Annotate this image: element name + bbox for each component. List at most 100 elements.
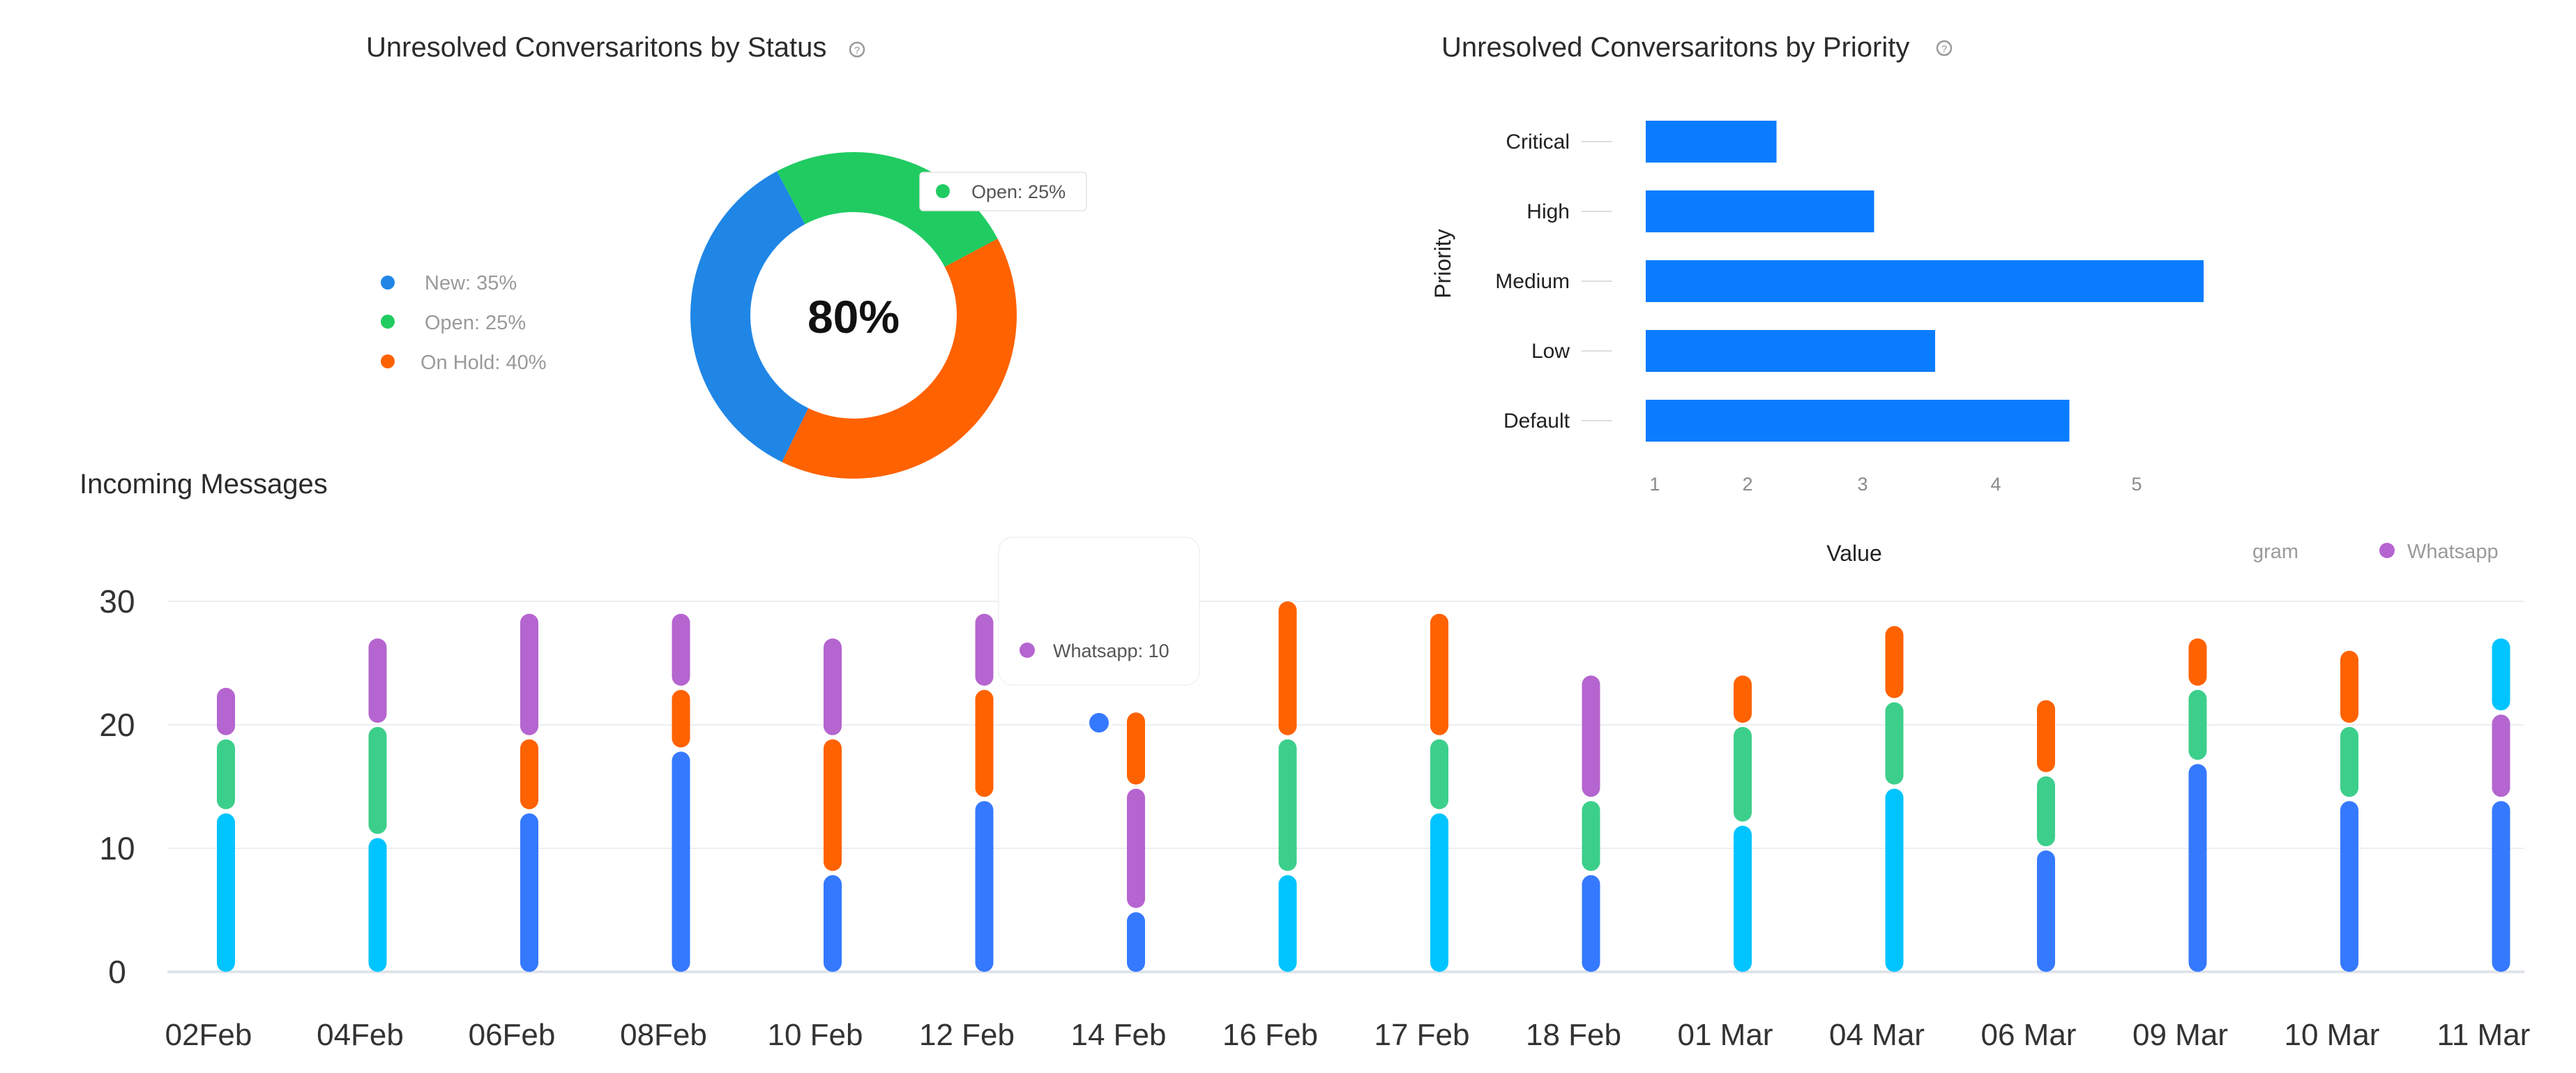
bar-segment-telegram[interactable]	[1430, 813, 1448, 972]
bar-segment-sms[interactable]	[2037, 776, 2055, 846]
y-tick-label: 30	[99, 583, 135, 620]
priority-bar-critical[interactable]	[1646, 121, 1777, 163]
priority-panel-title: Unresolved Conversaritons by Priority	[1441, 32, 1909, 63]
priority-bar-default[interactable]	[1646, 400, 2070, 442]
x-tick-label: 08Feb	[620, 1018, 707, 1052]
svg-text:?: ?	[1941, 43, 1947, 55]
legend-label-new: New: 35%	[425, 272, 517, 294]
priority-x-tick: 2	[1742, 474, 1752, 495]
bar-segment-telegram[interactable]	[1734, 825, 1752, 972]
priority-label-high: High	[1526, 200, 1570, 223]
bar-segment-telegram[interactable]	[1885, 788, 1904, 973]
bar-segment-whatsapp[interactable]	[520, 613, 538, 735]
bar-segment-sms[interactable]	[2340, 727, 2358, 797]
y-tick-label: 10	[99, 830, 135, 866]
x-tick-label: 04Feb	[317, 1018, 404, 1052]
bar-segment-email[interactable]	[672, 689, 690, 748]
x-tick-label: 10 Mar	[2285, 1018, 2380, 1052]
priority-bar-medium[interactable]	[1646, 260, 2204, 302]
donut-slice-new[interactable]	[690, 171, 809, 463]
priority-bar-high[interactable]	[1646, 190, 1874, 232]
donut-center-value: 80%	[808, 291, 900, 343]
status-tooltip: Open: 25%	[919, 172, 1087, 211]
x-tick-label: 18 Feb	[1526, 1018, 1621, 1052]
x-tick-label: 14 Feb	[1071, 1018, 1167, 1052]
bar-segment-email[interactable]	[824, 739, 842, 871]
x-tick-label: 09 Mar	[2132, 1018, 2228, 1052]
bar-segment-email[interactable]	[520, 739, 538, 809]
bar-segment-messenger[interactable]	[672, 751, 690, 972]
bar-segment-messenger[interactable]	[975, 801, 994, 972]
priority-x-tick: 1	[1649, 474, 1660, 495]
priority-bar-low[interactable]	[1646, 330, 1935, 372]
bar-segment-sms[interactable]	[2188, 689, 2207, 760]
bar-segment-telegram[interactable]	[217, 813, 235, 972]
x-tick-label: 11 Mar	[2437, 1018, 2531, 1052]
bar-segment-whatsapp[interactable]	[975, 613, 994, 686]
bar-segment-telegram[interactable]	[368, 838, 387, 972]
bar-segment-whatsapp[interactable]	[824, 638, 842, 735]
bar-segment-messenger[interactable]	[2340, 801, 2358, 972]
priority-x-ticks: 1 2 3 4 5	[1649, 474, 2142, 495]
bar-segment-whatsapp[interactable]	[1127, 788, 1145, 908]
messages-panel-title: Incoming Messages	[79, 469, 328, 500]
bar-segment-email[interactable]	[1430, 613, 1448, 735]
bar-segment-email[interactable]	[1734, 675, 1752, 723]
bar-segment-whatsapp[interactable]	[2492, 714, 2510, 797]
status-legend: New: 35% Open: 25% On Hold: 40%	[381, 272, 547, 374]
bar-segment-whatsapp[interactable]	[368, 638, 387, 723]
x-tick-label: 04 Mar	[1829, 1018, 1925, 1052]
priority-x-axis-title: Value	[1826, 541, 1881, 566]
bar-segment-email[interactable]	[1278, 601, 1297, 735]
bar-segment-messenger[interactable]	[2188, 764, 2207, 972]
legend-item-on-hold[interactable]: On Hold: 40%	[381, 352, 547, 374]
bar-segment-sms[interactable]	[1278, 739, 1297, 871]
legend-label-telegram-fragment[interactable]: gram	[2252, 541, 2298, 563]
priority-x-tick: 4	[1990, 474, 2001, 495]
svg-text:?: ?	[854, 45, 860, 57]
bar-segment-sms[interactable]	[217, 739, 235, 809]
legend-item-open[interactable]: Open: 25%	[381, 312, 526, 334]
x-tick-label: 06 Mar	[1981, 1018, 2077, 1052]
hover-point-marker[interactable]	[1086, 710, 1112, 735]
bar-segment-telegram[interactable]	[1278, 875, 1297, 972]
legend-item-whatsapp[interactable]: Whatsapp	[2379, 541, 2499, 563]
x-tick-label: 02Feb	[165, 1018, 252, 1052]
status-panel-title: Unresolved Conversaritons by Status	[366, 32, 826, 63]
bar-segment-whatsapp[interactable]	[672, 613, 690, 686]
bar-segment-telegram[interactable]	[2492, 638, 2510, 711]
priority-bars: Critical High Medium Low Default	[1495, 121, 2204, 442]
bar-segment-email[interactable]	[2340, 650, 2358, 723]
question-circle-icon[interactable]: ?	[1936, 40, 1953, 57]
donut-slice-on-hold[interactable]	[782, 239, 1017, 479]
question-circle-icon[interactable]: ?	[849, 41, 865, 58]
legend-item-new[interactable]: New: 35%	[381, 272, 517, 294]
bar-segment-messenger[interactable]	[2037, 850, 2055, 972]
x-tick-label: 01 Mar	[1678, 1018, 1773, 1052]
bar-segment-email[interactable]	[975, 689, 994, 797]
bar-segment-whatsapp[interactable]	[1582, 675, 1600, 797]
bar-segment-messenger[interactable]	[2492, 801, 2510, 972]
bar-segment-messenger[interactable]	[1582, 875, 1600, 972]
status-tooltip-text: Open: 25%	[971, 181, 1066, 202]
bar-segment-sms[interactable]	[1734, 727, 1752, 822]
bar-segment-messenger[interactable]	[1127, 912, 1145, 973]
bar-segment-whatsapp[interactable]	[217, 687, 235, 735]
bar-segment-email[interactable]	[2188, 638, 2207, 686]
bar-segment-email[interactable]	[2037, 700, 2055, 772]
messages-legend: gram Whatsapp	[2252, 541, 2499, 563]
bar-segment-messenger[interactable]	[520, 813, 538, 972]
messages-tooltip-text: Whatsapp: 10	[1053, 640, 1169, 661]
bar-segment-sms[interactable]	[1582, 801, 1600, 871]
bar-segment-messenger[interactable]	[824, 875, 842, 972]
priority-y-axis-title: Priority	[1430, 229, 1455, 299]
legend-label-whatsapp: Whatsapp	[2407, 541, 2499, 563]
bar-segment-email[interactable]	[1885, 626, 1904, 698]
bar-segment-sms[interactable]	[1430, 739, 1448, 809]
bar-segment-sms[interactable]	[368, 727, 387, 834]
bar-segment-email[interactable]	[1127, 712, 1145, 785]
tooltip-marker-open	[936, 184, 950, 198]
bar-segment-sms[interactable]	[1885, 702, 1904, 785]
y-tick-label: 20	[99, 707, 135, 743]
priority-label-critical: Critical	[1506, 130, 1570, 153]
